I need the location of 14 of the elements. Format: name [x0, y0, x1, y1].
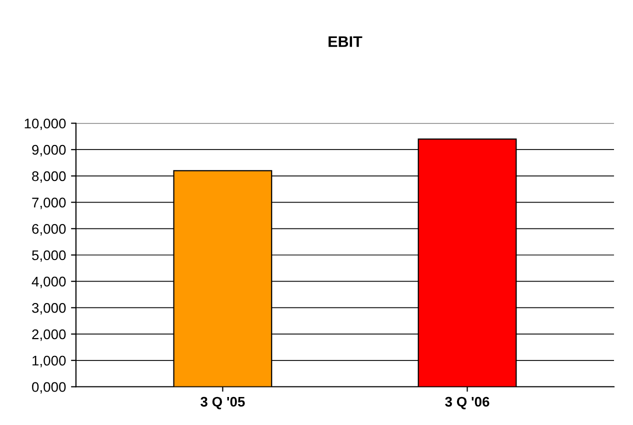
y-tick-label: 7,000	[32, 198, 66, 210]
x-tick-label: 3 Q '05	[200, 396, 245, 410]
y-tick-label: 9,000	[32, 144, 66, 156]
y-tick-label: 2,000	[32, 329, 66, 341]
y-tick-label: 5,000	[32, 250, 66, 262]
y-tick-label: 0,000	[32, 382, 66, 394]
y-tick-label: 10,000	[24, 118, 66, 130]
y-tick-label: 3,000	[32, 303, 66, 315]
y-tick-label: 6,000	[32, 224, 66, 236]
x-tick-label: 3 Q '06	[445, 396, 490, 410]
chart-title: EBIT	[328, 36, 362, 47]
y-tick-label: 4,000	[32, 276, 66, 288]
y-tick-label: 1,000	[32, 356, 66, 368]
y-tick-label: 8,000	[32, 171, 66, 183]
